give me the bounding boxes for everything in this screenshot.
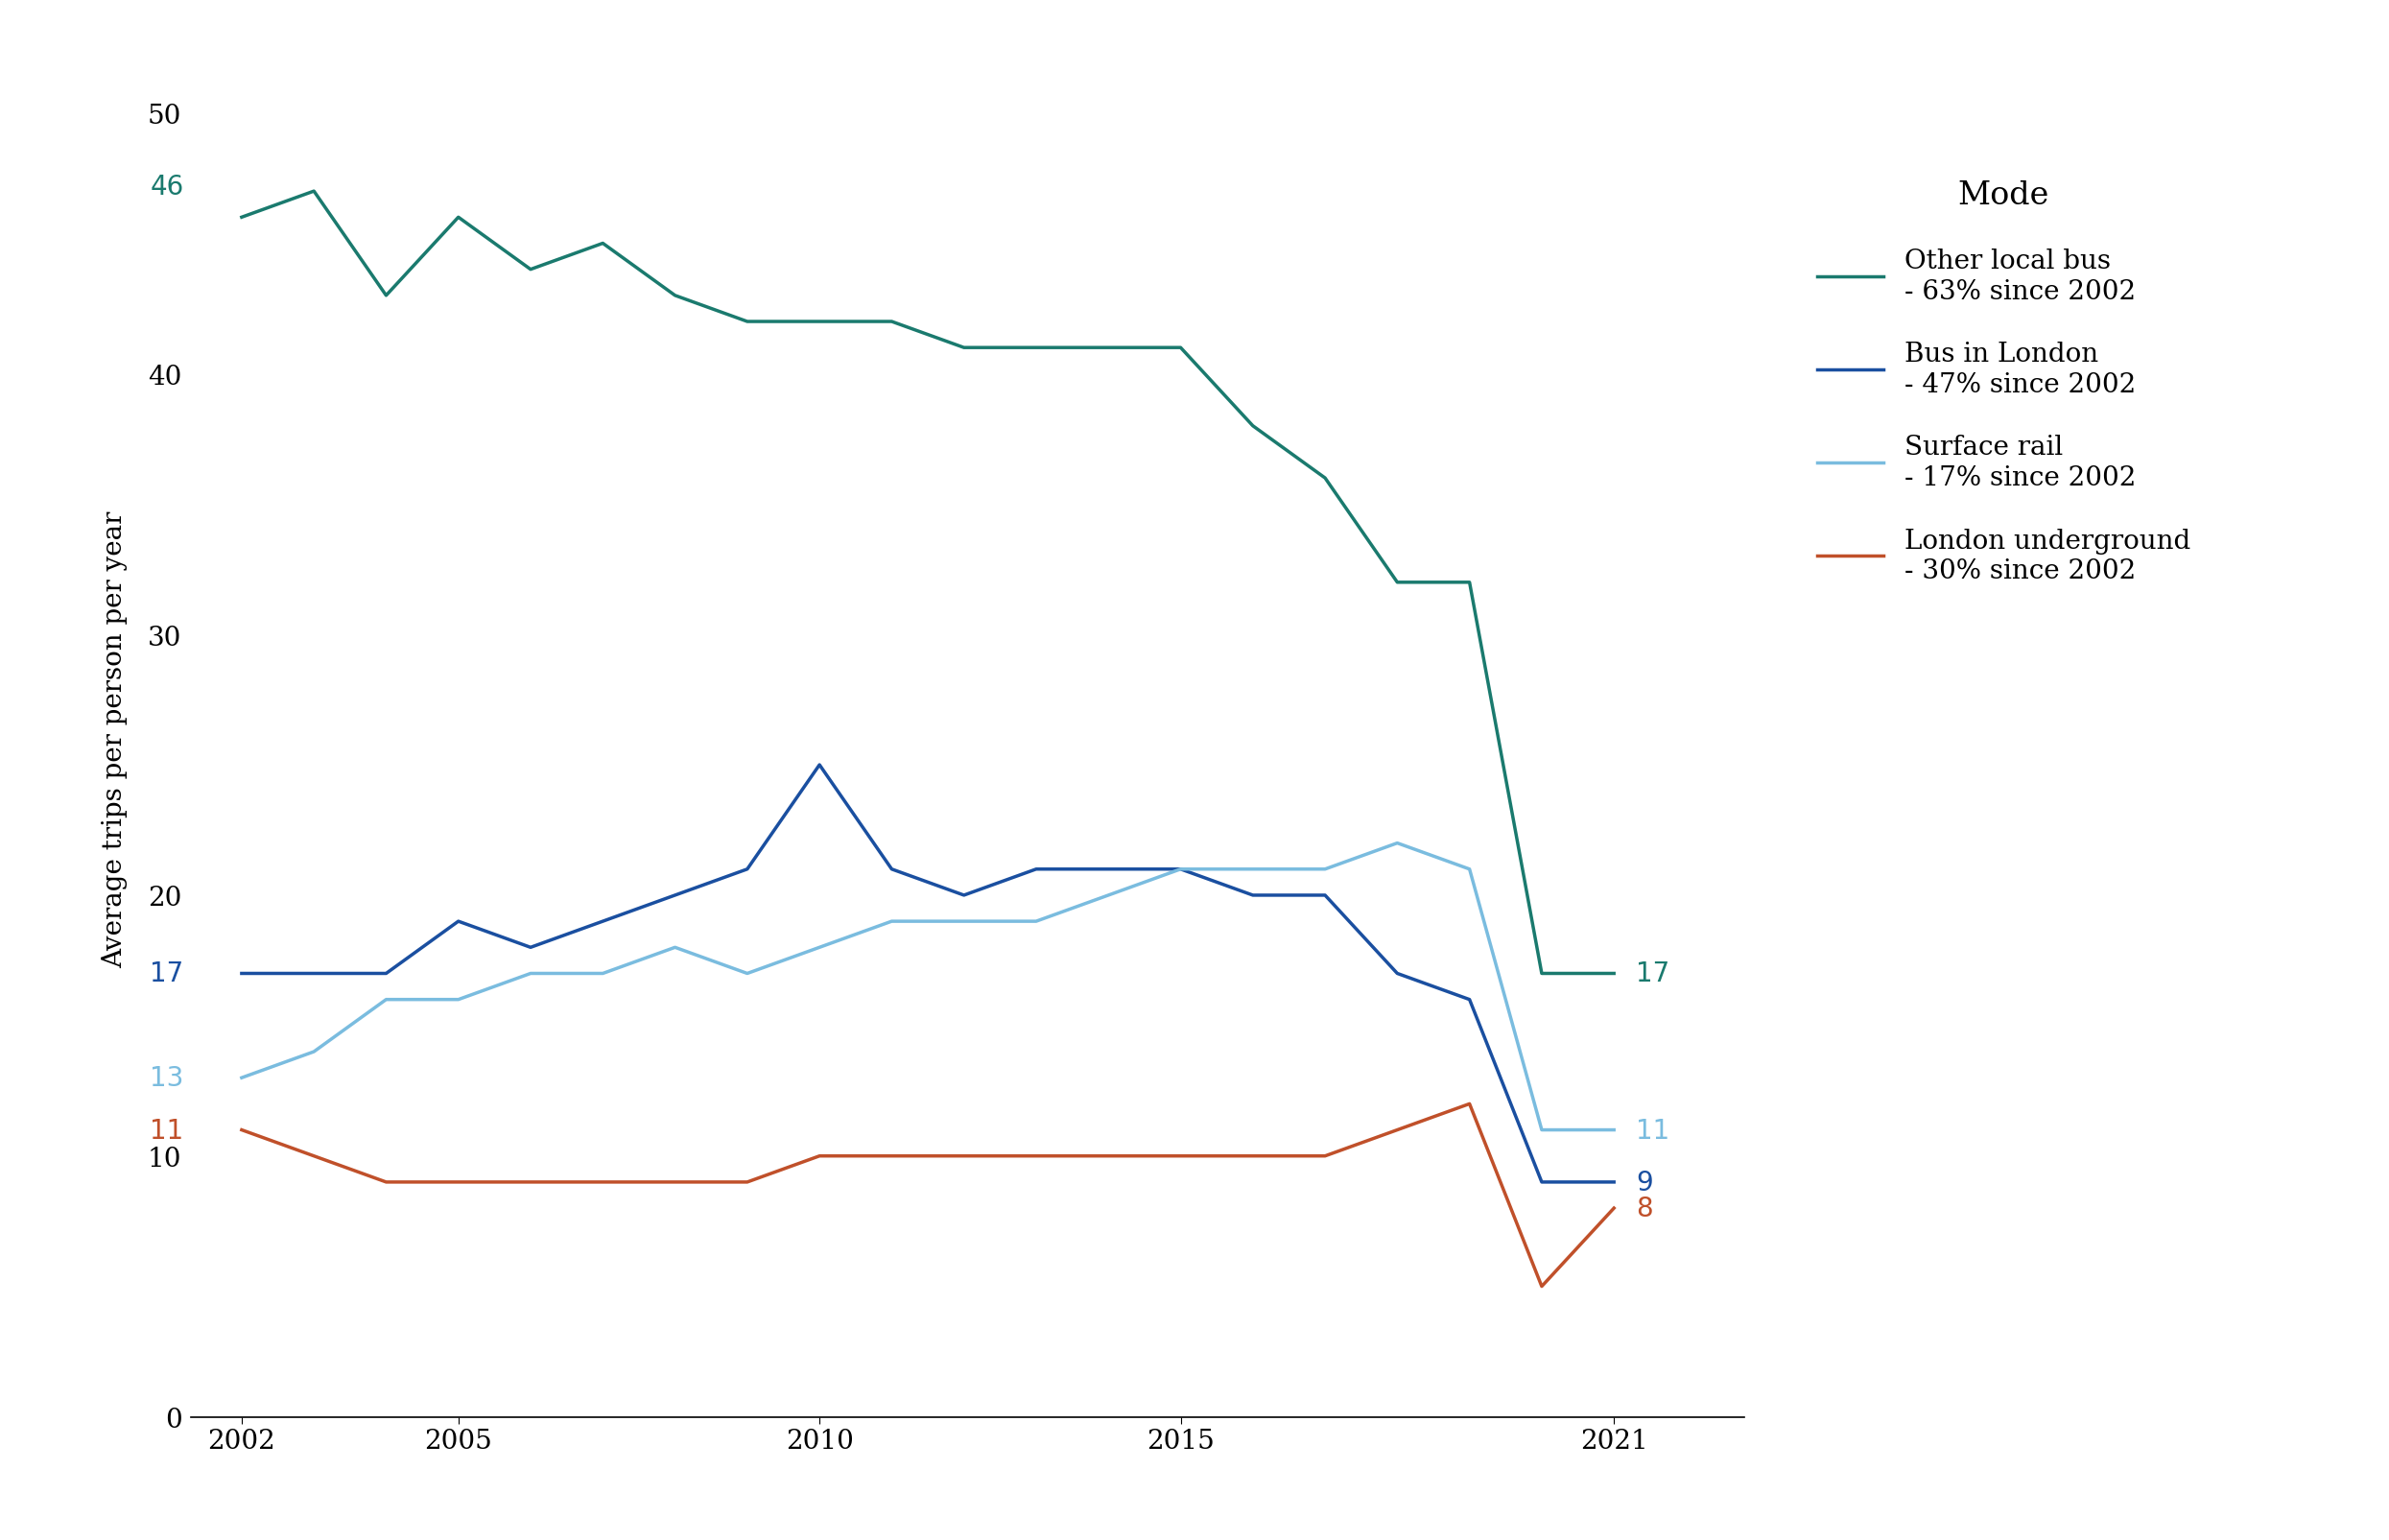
Text: 17: 17	[151, 961, 184, 987]
Text: 46: 46	[151, 174, 184, 200]
Text: 11: 11	[151, 1116, 184, 1144]
Y-axis label: Average trips per person per year: Average trips per person per year	[103, 511, 127, 967]
Text: 17: 17	[1636, 961, 1670, 987]
Text: 8: 8	[1636, 1195, 1653, 1221]
Text: 13: 13	[151, 1064, 184, 1092]
Legend: Other local bus
- 63% since 2002, Bus in London
- 47% since 2002, Surface rail
-: Other local bus - 63% since 2002, Bus in…	[1806, 169, 2203, 594]
Text: 11: 11	[1636, 1116, 1670, 1144]
Text: 9: 9	[1636, 1169, 1653, 1195]
